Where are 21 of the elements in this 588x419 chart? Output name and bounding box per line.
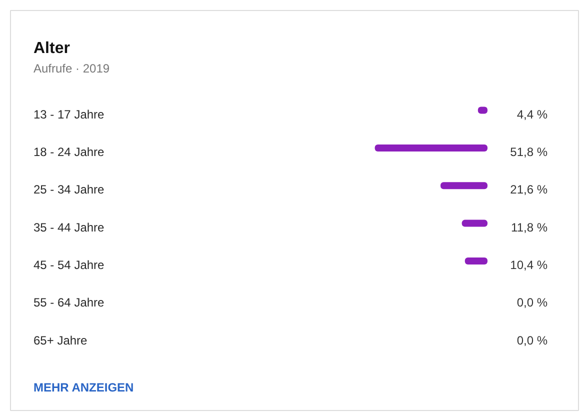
y-tick-label: 55 - 64 Jahre [34, 296, 105, 310]
bar [464, 257, 488, 264]
y-tick-label: 65+ Jahre [34, 333, 88, 348]
bar [374, 144, 488, 152]
y-tick-label: 25 - 34 Jahre [34, 182, 105, 197]
data-label: 4,4 % [516, 107, 548, 122]
text: MEHR ANZEIGEN [34, 380, 134, 394]
text: Alter [34, 40, 70, 57]
data-label: 11,8 % [511, 220, 548, 234]
data-label: 0,0 % [516, 296, 548, 310]
data-label: 21,6 % [510, 182, 548, 197]
y-tick-label: 18 - 24 Jahre [34, 144, 105, 159]
bar [440, 182, 488, 190]
data-label: 10,4 % [510, 258, 548, 272]
data-label: 51,8 % [510, 144, 548, 159]
bar [462, 220, 488, 227]
text: Aufrufe · 2019 [34, 62, 110, 76]
y-tick-label: 45 - 54 Jahre [34, 258, 105, 272]
data-label: 0,0 % [516, 333, 548, 348]
y-tick-label: 13 - 17 Jahre [34, 107, 105, 122]
y-tick-label: 35 - 44 Jahre [34, 220, 105, 234]
